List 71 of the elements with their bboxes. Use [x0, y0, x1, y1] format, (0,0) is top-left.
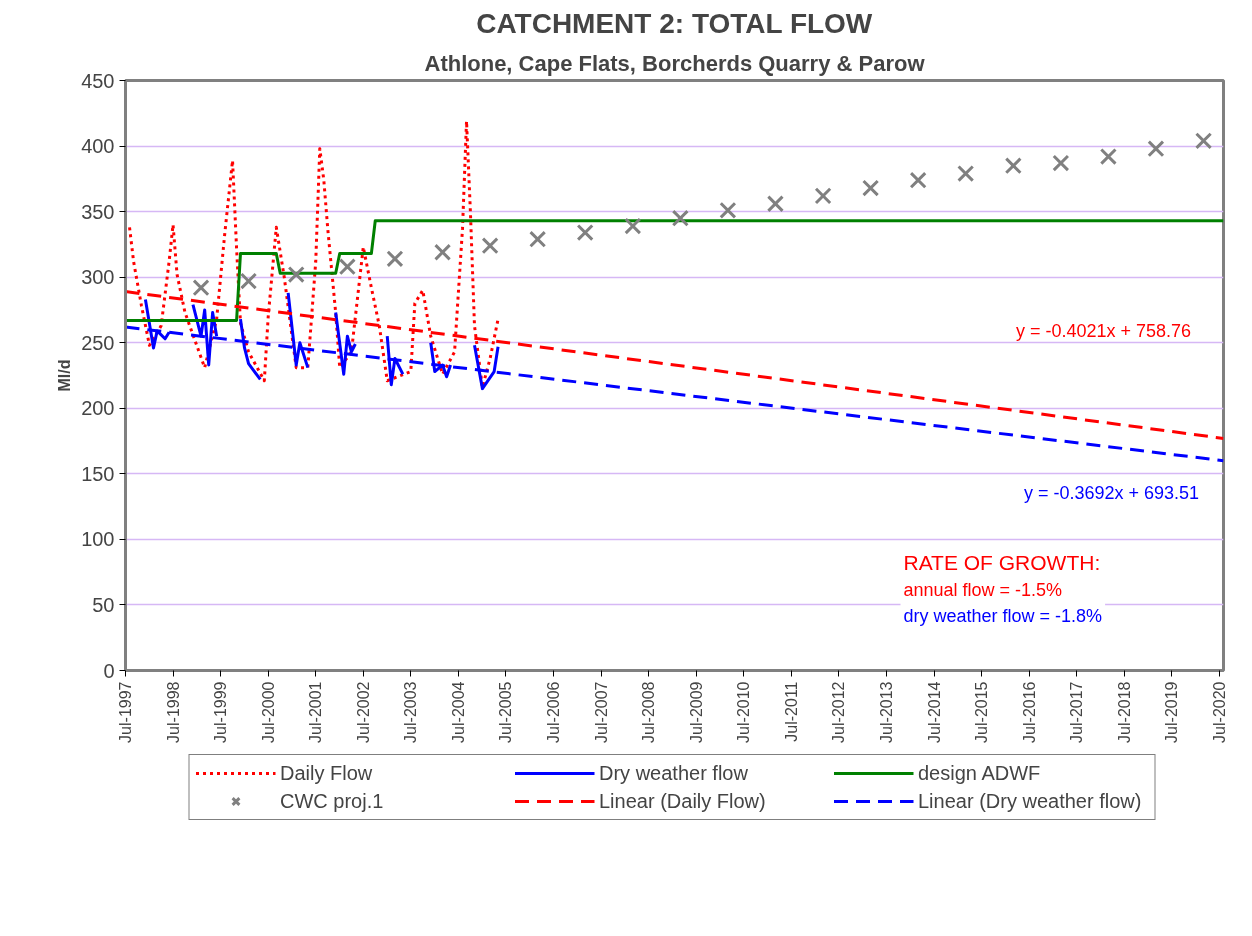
annotation: RATE OF GROWTH: — [903, 551, 1101, 574]
point — [576, 224, 594, 242]
point — [192, 279, 210, 297]
y-tick-label: 100 — [81, 528, 115, 551]
point — [957, 165, 975, 183]
x-tick-label: Jul-2003 — [402, 681, 420, 743]
annotation: y = -0.4021x + 758.76 — [1015, 320, 1192, 341]
point — [766, 195, 784, 213]
annotation: annual flow = -1.5% — [903, 579, 1063, 600]
x-tick-label: Jul-2017 — [1068, 681, 1086, 743]
x-tick-label: Jul-2016 — [1020, 681, 1038, 743]
point — [1004, 157, 1022, 175]
x-tick-label: Jul-2020 — [1210, 681, 1228, 743]
x-tick-label: Jul-2013 — [878, 681, 895, 743]
x-tick-label: Jul-1999 — [212, 681, 230, 743]
x-tick-label: Jul-2008 — [640, 681, 658, 743]
x-tick-label: Jul-2000 — [259, 681, 277, 743]
x-tick-label: Jul-2001 — [307, 681, 325, 743]
y-tick-label: 300 — [81, 266, 115, 289]
x-tick-label: Jul-2005 — [497, 681, 515, 743]
x-tick-label: Jul-2018 — [1115, 681, 1133, 743]
point — [909, 171, 927, 189]
x-tick-label: Jul-2007 — [592, 681, 610, 743]
point — [386, 250, 404, 268]
point — [434, 243, 452, 261]
point — [814, 187, 832, 205]
y-tick-label: 50 — [92, 593, 115, 616]
point — [1052, 154, 1070, 172]
legend-label: CWC proj.1 — [280, 789, 385, 813]
x-tick-label: Jul-1998 — [164, 681, 182, 743]
y-tick-label: 150 — [81, 462, 115, 485]
x-tick-label: Jul-2009 — [687, 681, 705, 743]
x-tick-label: Jul-2014 — [925, 681, 943, 743]
point — [862, 179, 880, 197]
legend-label: Linear (Daily Flow) — [599, 789, 767, 813]
point — [338, 258, 356, 276]
x-tick-label: Jul-2004 — [449, 681, 467, 743]
legend-label: Dry weather flow — [599, 761, 749, 785]
x-tick-label: Jul-2002 — [354, 681, 372, 743]
point — [1195, 132, 1213, 150]
x-tick-label: Jul-2015 — [973, 681, 991, 743]
x-tick-label: Jul-2006 — [545, 681, 563, 743]
y-tick-label: 350 — [81, 200, 115, 223]
point — [287, 265, 305, 284]
x-tick-label: Jul-2011 — [782, 681, 800, 742]
chart-subtitle: Athlone, Cape Flats, Borcherds Quarry & Parow — [424, 50, 926, 76]
chart-title: CATCHMENT 2: TOTAL FLOW — [476, 7, 873, 39]
line-series — [125, 219, 1224, 322]
point — [1099, 147, 1117, 166]
legend-label: Daily Flow — [280, 761, 374, 785]
point — [719, 201, 737, 219]
point — [481, 237, 499, 255]
legend-label: Linear (Dry weather flow) — [918, 789, 1143, 813]
annotation: dry weather flow = -1.8% — [903, 605, 1103, 626]
y-tick-label: 400 — [81, 135, 115, 158]
y-tick-label: 200 — [81, 397, 115, 420]
x-tick-label: Jul-2012 — [830, 681, 848, 743]
point — [671, 209, 689, 227]
point — [239, 272, 258, 290]
point — [624, 217, 642, 235]
annotation: y = -0.3692x + 693.51 — [1023, 482, 1200, 503]
x-tick-label: Jul-2019 — [1163, 681, 1181, 743]
y-tick-label: 250 — [81, 331, 115, 354]
y-tick-label: 0 — [103, 659, 115, 682]
point — [1147, 140, 1165, 158]
x-tick-label: Jul-1997 — [117, 681, 134, 743]
y-tick-label: 450 — [81, 69, 115, 92]
y-axis-title: Ml/d — [56, 359, 74, 392]
legend-label: design ADWF — [918, 761, 1042, 785]
point — [529, 230, 547, 248]
x-tick-label: Jul-2010 — [735, 681, 753, 743]
